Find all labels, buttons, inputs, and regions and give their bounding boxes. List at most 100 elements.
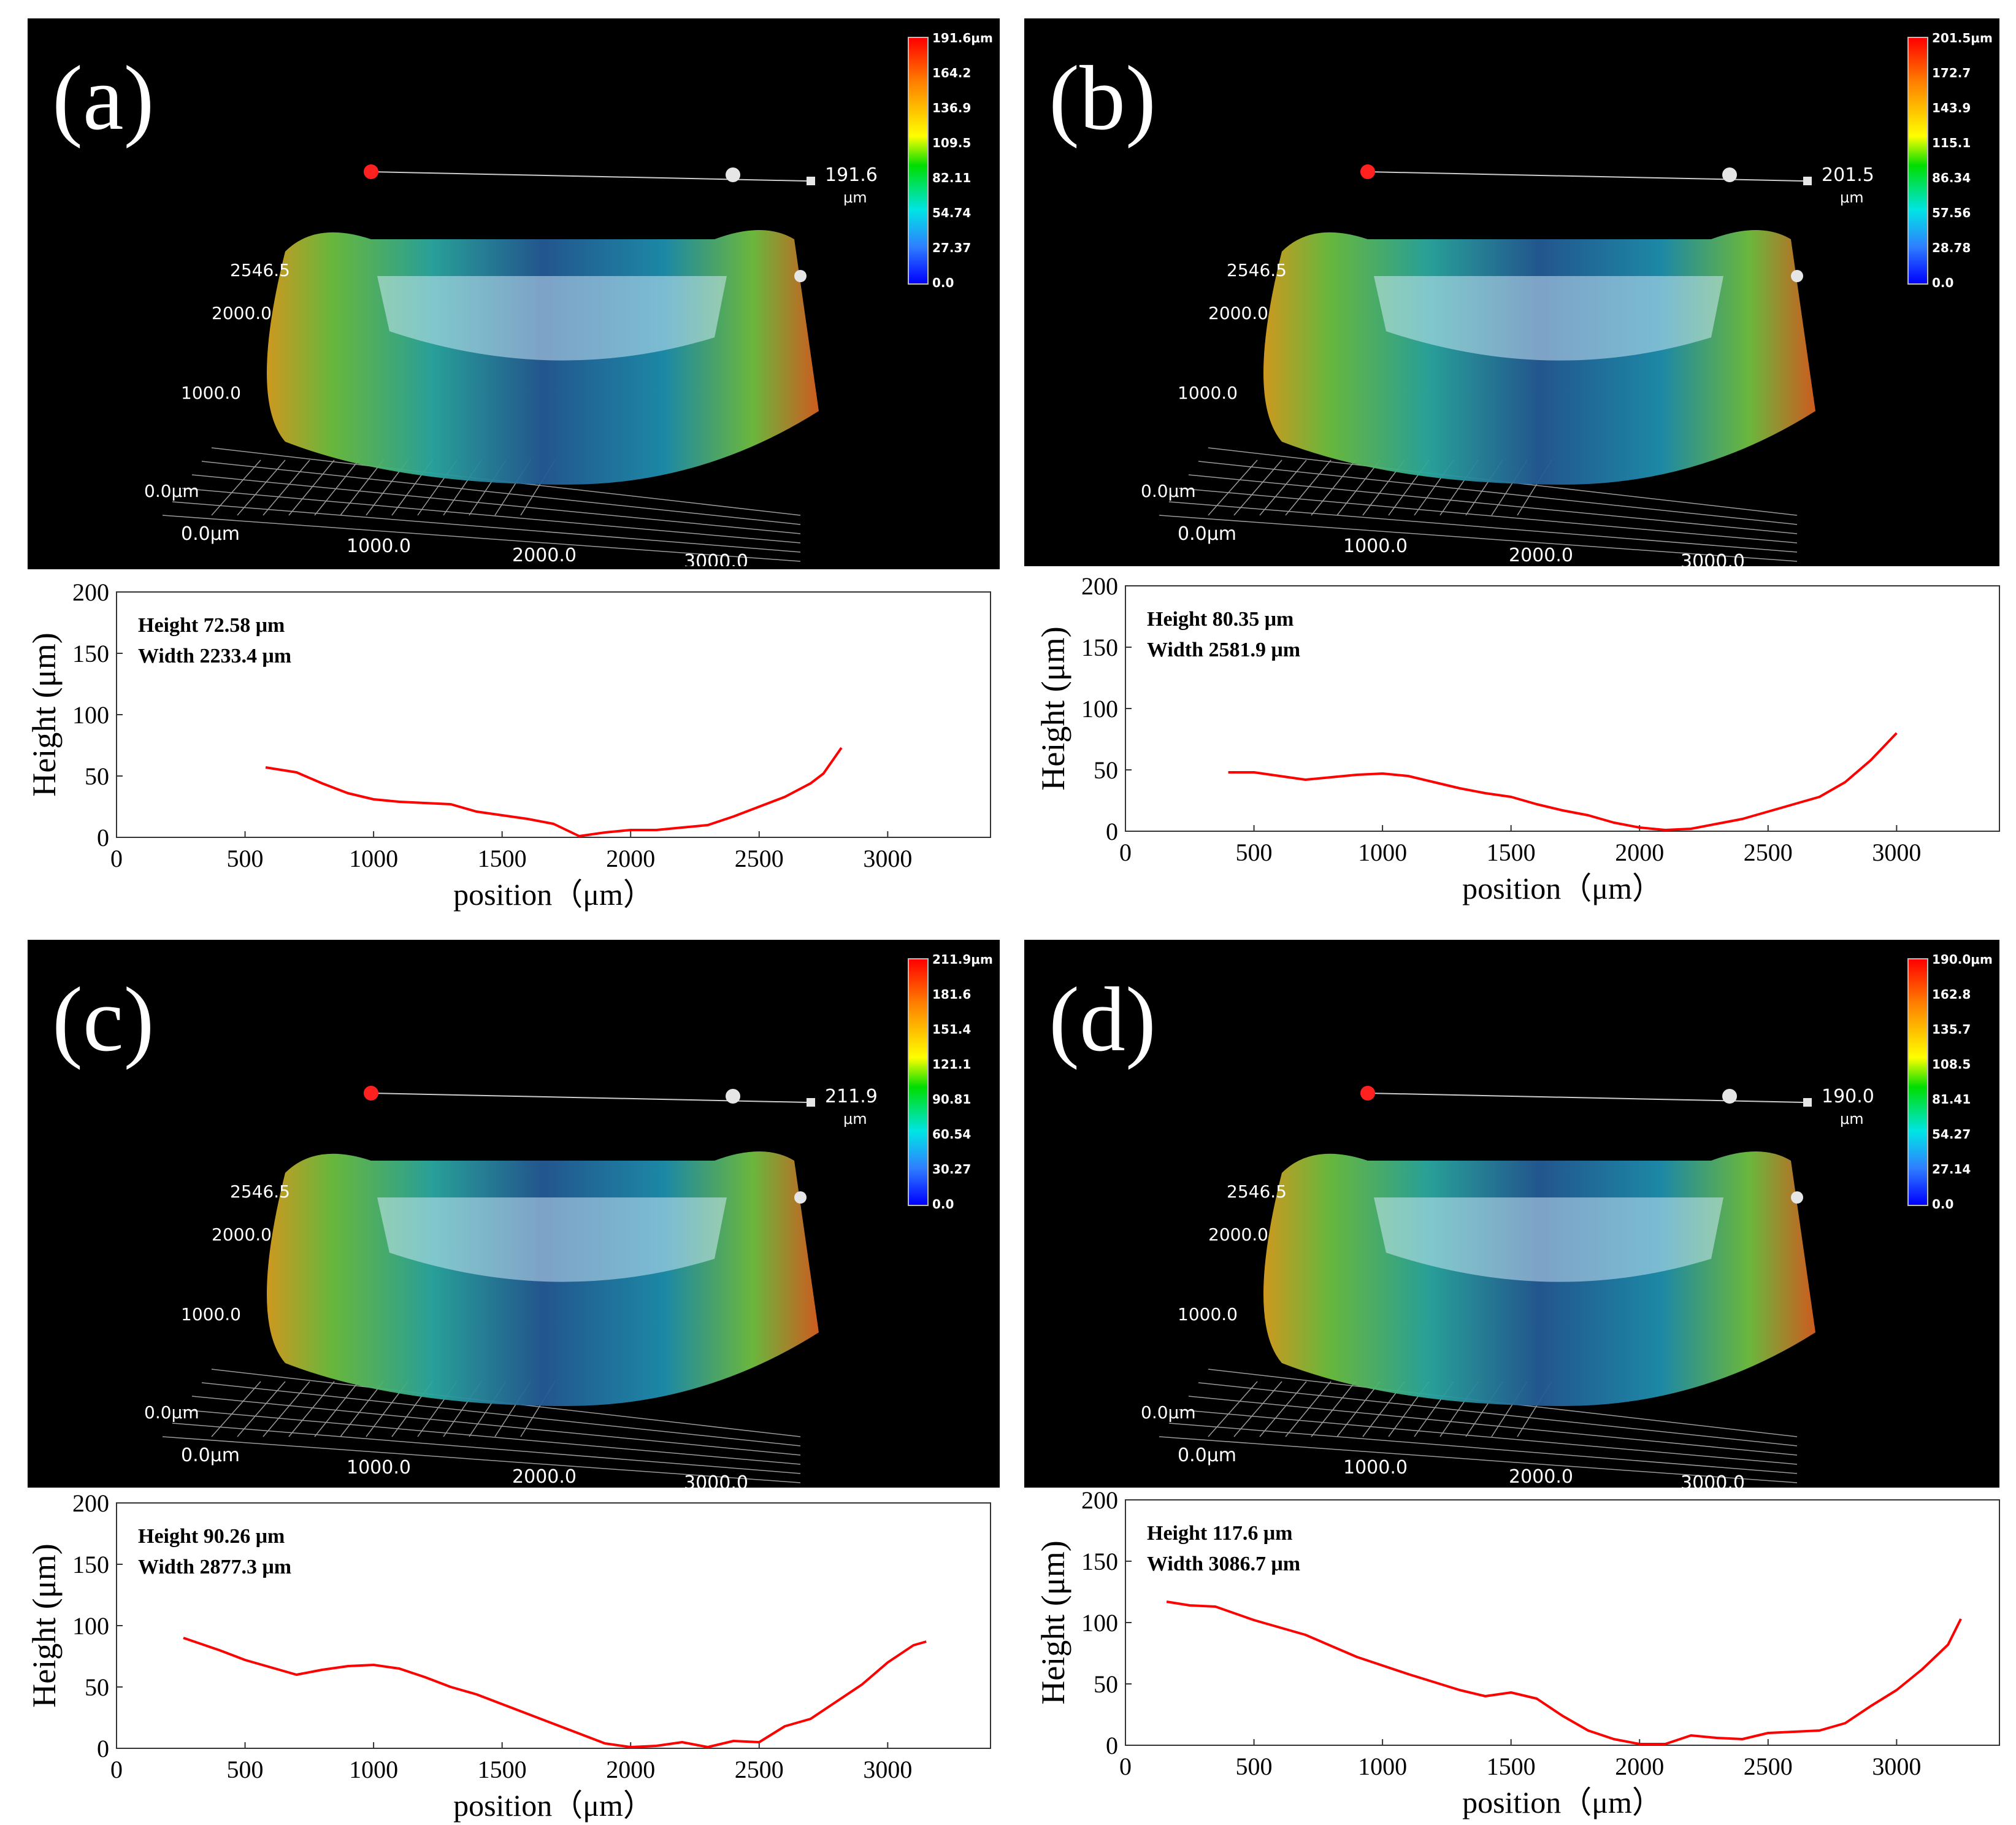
colorbar-tick-label: 60.54 xyxy=(932,1127,972,1142)
y-axis-tick: 2000.0 xyxy=(212,303,272,323)
y-axis-tick: 0.0μm xyxy=(1141,481,1196,501)
x-axis-tick: 2000.0 xyxy=(1509,1466,1573,1488)
square-marker xyxy=(807,1098,815,1107)
y-axis-tick: 2000.0 xyxy=(1208,1224,1268,1245)
x-axis-tick: 2000.0 xyxy=(512,545,577,566)
y-axis-label: Height (μm) xyxy=(26,1543,63,1707)
x-tick-label: 3000 xyxy=(1872,839,1921,866)
colorbar-tick-label: 86.34 xyxy=(1932,171,1971,185)
x-axis-tick: 1000.0 xyxy=(347,1457,411,1478)
y-tick-label: 100 xyxy=(1081,695,1118,723)
colorbar-tick-label: 135.7 xyxy=(1932,1022,1971,1037)
colorbar xyxy=(1907,37,1928,285)
colorbar-tick-label: 181.6 xyxy=(932,987,972,1002)
annotation: Width 2233.4 μm xyxy=(138,645,291,667)
surface-plot: 211.9 μm 2546.5 2000.0 1000.0 0.0μm 0.0μm 1000.… xyxy=(144,1086,877,1488)
y-axis-tick: 1000.0 xyxy=(181,1304,241,1324)
colorbar-tick-label: 164.2 xyxy=(932,66,972,80)
annotation: Height 117.6 μm xyxy=(1147,1522,1292,1545)
white-marker xyxy=(794,270,807,282)
section-plane xyxy=(1374,1197,1723,1282)
max-height-unit: μm xyxy=(1840,1110,1864,1128)
x-axis-tick: 0.0μm xyxy=(181,523,240,545)
colorbar-tick-label: 27.14 xyxy=(1932,1162,1971,1177)
x-tick-label: 0 xyxy=(1119,1753,1132,1780)
y-axis-label: Height (μm) xyxy=(1035,626,1071,790)
x-axis-label: position（μm） xyxy=(453,1788,654,1823)
white-marker xyxy=(726,1089,740,1104)
measure-line xyxy=(370,1093,807,1103)
red-marker xyxy=(364,1086,378,1101)
colorbar-tick-label: 108.5 xyxy=(1932,1057,1971,1072)
surface-panel-b: (b) 201.5μm 172.7 143.9 115.1 86.34 57.56 28.78… xyxy=(1024,18,1999,566)
y-tick-label: 0 xyxy=(1106,1732,1118,1759)
white-marker xyxy=(1791,270,1803,282)
y-tick-label: 200 xyxy=(72,1489,109,1517)
max-height-value: 190.0 xyxy=(1822,1086,1874,1107)
floor-grid xyxy=(162,1369,801,1483)
panel-label: (d) xyxy=(1049,969,1156,1070)
x-tick-label: 500 xyxy=(227,845,264,872)
y-tick-label: 150 xyxy=(72,1551,109,1578)
x-axis-tick: 3000.0 xyxy=(1681,551,1745,566)
max-height-unit: μm xyxy=(843,1110,867,1128)
section-plane xyxy=(1374,276,1723,361)
x-tick-label: 500 xyxy=(1236,1753,1273,1780)
surface-panel-c: (c) 211.9μm 181.6 151.4 121.1 90.81 60.54 30.27… xyxy=(28,940,1000,1488)
panel-label: (a) xyxy=(52,47,155,149)
colorbar-tick-label: 115.1 xyxy=(1932,136,1971,150)
x-tick-label: 2000 xyxy=(1615,839,1664,866)
y-tick-label: 50 xyxy=(1094,1670,1118,1698)
colorbar-tick-label: 191.6μm xyxy=(932,31,993,45)
white-marker xyxy=(726,167,740,182)
x-axis-label: position（μm） xyxy=(1462,871,1663,905)
x-tick-label: 2500 xyxy=(1744,1753,1793,1780)
square-marker xyxy=(1803,1098,1812,1107)
y-axis-tick: 0.0μm xyxy=(1141,1402,1196,1423)
x-tick-label: 0 xyxy=(1119,839,1132,866)
y-axis-tick: 0.0μm xyxy=(144,481,199,501)
y-tick-label: 200 xyxy=(1081,572,1118,600)
max-height-value: 191.6 xyxy=(825,164,877,186)
colorbar-tick-label: 30.27 xyxy=(932,1162,972,1177)
white-marker xyxy=(1722,1089,1737,1104)
y-axis-tick: 2546.5 xyxy=(1227,260,1287,280)
y-axis-tick: 1000.0 xyxy=(181,383,241,403)
x-tick-label: 2500 xyxy=(1744,839,1793,866)
white-marker xyxy=(794,1191,807,1204)
x-axis-tick: 0.0μm xyxy=(1178,1445,1236,1466)
y-tick-label: 0 xyxy=(1106,818,1118,845)
x-tick-label: 1000 xyxy=(349,845,398,872)
y-axis-tick: 2000.0 xyxy=(212,1224,272,1245)
x-axis-tick: 2000.0 xyxy=(512,1466,577,1488)
colorbar-tick-label: 143.9 xyxy=(1932,101,1971,115)
surface-plot: 191.6 μm 2546.5 2000.0 1000.0 0.0μm 0.0μm 1000.… xyxy=(144,164,877,566)
profile-line xyxy=(265,747,843,837)
plot-frame xyxy=(116,591,991,838)
y-axis-tick: 2000.0 xyxy=(1208,303,1268,323)
red-marker xyxy=(1360,164,1375,179)
annotation: Height 80.35 μm xyxy=(1147,608,1294,631)
annotation: Height 90.26 μm xyxy=(138,1525,285,1548)
x-tick-label: 1000 xyxy=(349,1756,398,1783)
y-axis-label: Height (μm) xyxy=(1035,1540,1071,1704)
x-tick-label: 1500 xyxy=(1487,1753,1536,1780)
x-tick-label: 500 xyxy=(227,1756,264,1783)
x-tick-label: 3000 xyxy=(863,1756,912,1783)
y-axis-tick: 2546.5 xyxy=(230,1181,290,1202)
panel-label: (c) xyxy=(52,969,155,1070)
panel-label: (b) xyxy=(1049,47,1156,149)
y-tick-label: 0 xyxy=(97,824,109,851)
y-axis-tick: 1000.0 xyxy=(1178,1304,1238,1324)
x-tick-label: 1500 xyxy=(478,845,527,872)
colorbar-tick-label: 28.78 xyxy=(1932,240,1971,255)
square-marker xyxy=(807,177,815,185)
x-axis-tick: 1000.0 xyxy=(347,536,411,557)
x-axis-label: position（μm） xyxy=(1462,1785,1663,1819)
colorbar-tick-label: 109.5 xyxy=(932,136,972,150)
x-axis-tick: 3000.0 xyxy=(684,1472,748,1488)
y-tick-label: 100 xyxy=(72,1612,109,1640)
x-tick-label: 0 xyxy=(110,1756,123,1783)
